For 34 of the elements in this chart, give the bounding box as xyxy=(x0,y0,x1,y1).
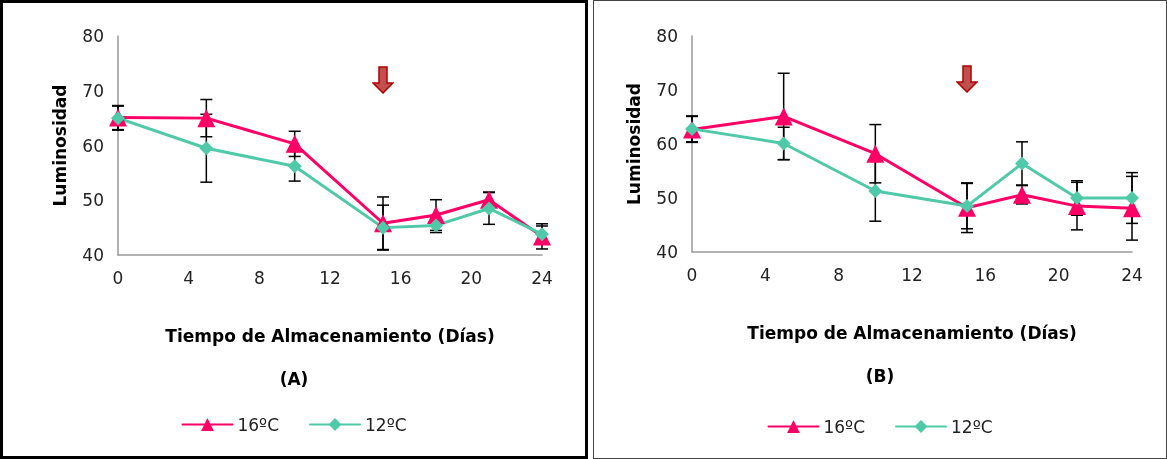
y-tick-label: 50 xyxy=(656,188,678,208)
x-tick-label: 0 xyxy=(112,267,124,288)
x-tick-label: 12 xyxy=(319,267,341,288)
y-tick-label: 80 xyxy=(656,26,678,46)
text: (A) xyxy=(279,368,309,389)
x-axis-title: Tiempo de Almacenamiento (Días) xyxy=(747,322,1077,343)
y-tick-label: 40 xyxy=(656,242,678,262)
y-axis-title: Luminosidad xyxy=(623,82,644,206)
y-tick-label: 40 xyxy=(82,245,104,265)
x-tick-label: 12 xyxy=(901,264,923,285)
x-tick-label: 20 xyxy=(1047,264,1070,285)
text: (B) xyxy=(865,365,895,386)
y-tick-label: 70 xyxy=(656,80,678,100)
x-tick-label: 24 xyxy=(1121,264,1143,285)
legend-label: 12ºC xyxy=(951,416,993,437)
x-tick-label: 0 xyxy=(686,264,698,285)
x-axis-title: Tiempo de Almacenamiento (Días) xyxy=(165,325,495,346)
y-tick-label: 60 xyxy=(656,134,678,154)
x-tick-label: 16 xyxy=(389,267,412,288)
x-tick-label: 16 xyxy=(974,264,997,285)
x-tick-label: 4 xyxy=(183,267,195,288)
y-tick-label: 70 xyxy=(82,80,104,101)
legend-label: 16ºC xyxy=(823,416,865,437)
y-axis-title: Luminosidad xyxy=(49,84,70,207)
legend-label: 12ºC xyxy=(365,414,407,435)
x-tick-label: 20 xyxy=(460,267,483,288)
x-tick-label: 8 xyxy=(833,264,845,285)
y-tick-label: 80 xyxy=(82,26,104,46)
x-tick-label: 8 xyxy=(253,267,265,288)
legend-label: 16ºC xyxy=(237,414,279,435)
y-tick-label: 50 xyxy=(82,190,104,211)
y-tick-label: 60 xyxy=(82,135,104,156)
x-tick-label: 24 xyxy=(531,267,553,288)
x-tick-label: 4 xyxy=(759,264,771,285)
